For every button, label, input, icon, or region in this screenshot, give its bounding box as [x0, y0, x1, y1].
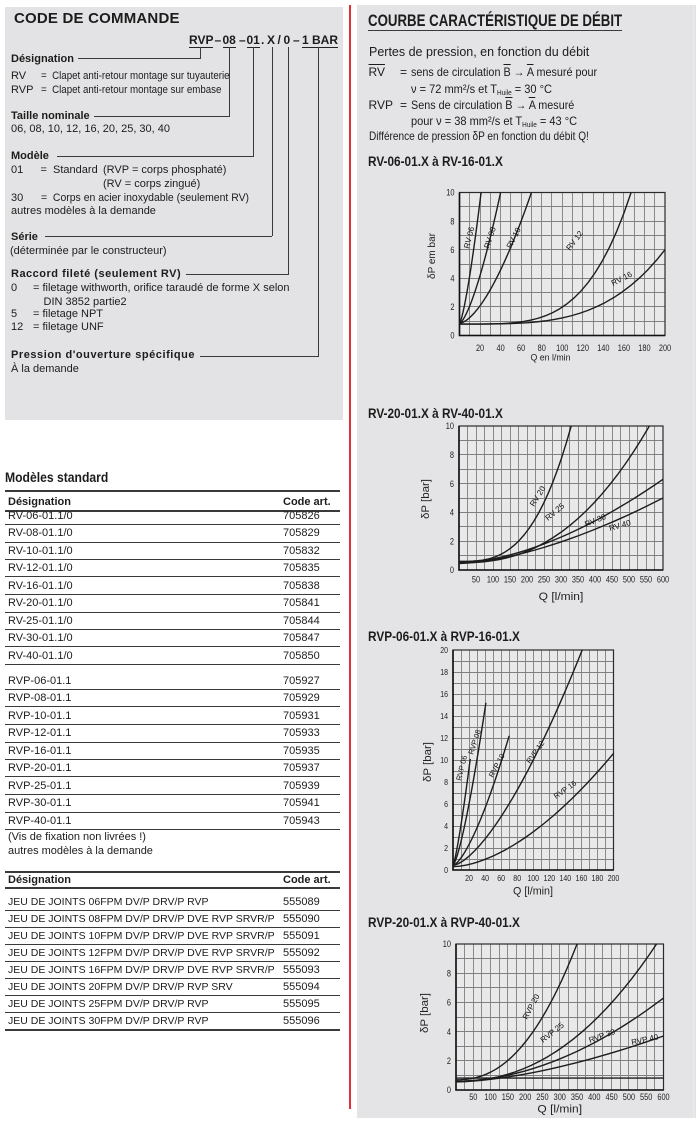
svg-text:200: 200 [659, 343, 671, 353]
svg-text:400: 400 [588, 1092, 600, 1102]
svg-text:18: 18 [440, 667, 448, 677]
svg-text:300: 300 [555, 575, 567, 585]
svg-text:Q [l/min]: Q [l/min] [539, 591, 584, 603]
svg-text:100: 100 [484, 1092, 496, 1102]
svg-text:δP [bar]: δP [bar] [422, 742, 434, 782]
svg-text:550: 550 [640, 575, 652, 585]
svg-text:10: 10 [446, 188, 454, 198]
svg-text:6: 6 [444, 799, 448, 809]
svg-text:500: 500 [623, 1092, 635, 1102]
svg-text:4: 4 [450, 508, 454, 518]
svg-text:150: 150 [502, 1092, 514, 1102]
svg-text:80: 80 [538, 343, 546, 353]
svg-text:350: 350 [571, 1092, 583, 1102]
svg-text:2: 2 [450, 536, 454, 546]
svg-text:100: 100 [527, 873, 539, 883]
svg-text:0: 0 [450, 565, 454, 575]
svg-text:600: 600 [657, 1092, 669, 1102]
svg-text:450: 450 [605, 1092, 617, 1102]
svg-text:250: 250 [538, 575, 550, 585]
svg-text:12: 12 [440, 733, 448, 743]
svg-text:14: 14 [440, 711, 448, 721]
svg-text:450: 450 [606, 575, 618, 585]
svg-text:200: 200 [608, 873, 620, 883]
svg-text:Q [l/min]: Q [l/min] [537, 1104, 582, 1116]
svg-text:60: 60 [517, 343, 525, 353]
svg-text:120: 120 [577, 343, 589, 353]
svg-text:10: 10 [443, 939, 451, 949]
svg-text:250: 250 [536, 1092, 548, 1102]
svg-text:6: 6 [450, 245, 454, 255]
svg-text:60: 60 [497, 873, 505, 883]
svg-text:δP [bar]: δP [bar] [419, 993, 431, 1033]
svg-text:4: 4 [450, 274, 454, 284]
svg-text:δP em bar: δP em bar [426, 233, 438, 279]
svg-text:6: 6 [450, 479, 454, 489]
svg-text:Q [l/min]: Q [l/min] [513, 886, 553, 898]
svg-text:20: 20 [476, 343, 484, 353]
svg-text:Q en l/min: Q en l/min [531, 353, 571, 363]
svg-text:600: 600 [657, 575, 669, 585]
svg-text:500: 500 [623, 575, 635, 585]
svg-text:10: 10 [440, 755, 448, 765]
svg-text:180: 180 [592, 873, 604, 883]
svg-text:8: 8 [447, 968, 451, 978]
svg-text:8: 8 [450, 450, 454, 460]
svg-text:200: 200 [521, 575, 533, 585]
svg-text:400: 400 [589, 575, 601, 585]
svg-text:0: 0 [444, 865, 448, 875]
svg-text:350: 350 [572, 575, 584, 585]
svg-text:4: 4 [444, 821, 448, 831]
svg-text:4: 4 [447, 1027, 451, 1037]
svg-text:16: 16 [440, 689, 448, 699]
svg-text:40: 40 [481, 873, 489, 883]
svg-text:2: 2 [447, 1056, 451, 1066]
svg-text:140: 140 [597, 343, 609, 353]
svg-text:300: 300 [554, 1092, 566, 1102]
svg-text:40: 40 [497, 343, 505, 353]
svg-text:50: 50 [469, 1092, 477, 1102]
svg-text:8: 8 [444, 777, 448, 787]
svg-text:100: 100 [556, 343, 568, 353]
svg-text:50: 50 [472, 575, 480, 585]
svg-text:2: 2 [450, 302, 454, 312]
svg-text:120: 120 [544, 873, 556, 883]
svg-text:8: 8 [450, 216, 454, 226]
svg-text:100: 100 [487, 575, 499, 585]
svg-text:0: 0 [447, 1085, 451, 1095]
svg-text:160: 160 [576, 873, 588, 883]
svg-text:550: 550 [640, 1092, 652, 1102]
svg-text:20: 20 [440, 645, 448, 655]
svg-text:140: 140 [560, 873, 572, 883]
svg-text:80: 80 [513, 873, 521, 883]
svg-text:2: 2 [444, 843, 448, 853]
svg-text:20: 20 [465, 873, 473, 883]
svg-text:δP [bar]: δP [bar] [420, 479, 432, 519]
svg-text:150: 150 [504, 575, 516, 585]
svg-text:200: 200 [519, 1092, 531, 1102]
svg-text:180: 180 [638, 343, 650, 353]
svg-text:160: 160 [618, 343, 630, 353]
svg-text:6: 6 [447, 998, 451, 1008]
svg-text:0: 0 [450, 331, 454, 341]
svg-text:10: 10 [446, 421, 454, 431]
